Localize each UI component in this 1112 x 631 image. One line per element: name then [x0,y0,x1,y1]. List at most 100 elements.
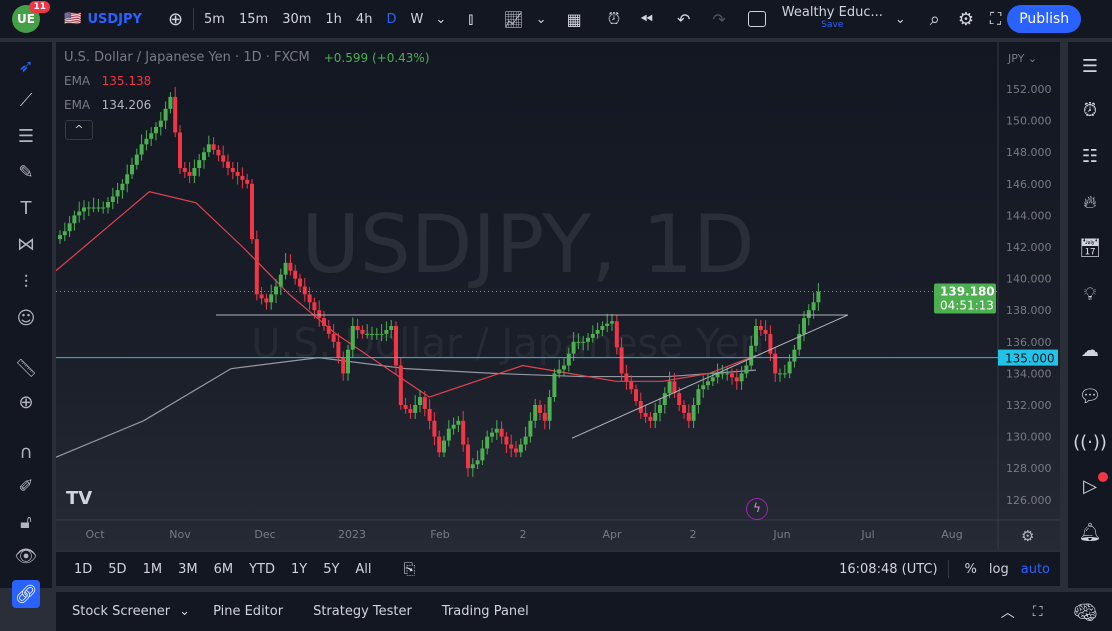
interval-D[interactable]: D [386,11,397,27]
ema-slow-legend[interactable]: EMA 134.206 [64,98,151,112]
percent-toggle[interactable]: % [964,561,977,577]
layout-grid-icon[interactable]: ▦ [566,9,582,29]
log-toggle[interactable]: log [988,561,1009,577]
collapse-panel-icon[interactable]: ︿ [1000,604,1015,621]
chart-pane[interactable]: USDJPY, 1D U.S. Dollar / Japanese Yen 152.… [55,42,1060,550]
forecast-icon[interactable]: ⫶ [23,271,29,293]
chevron-down-icon[interactable]: ⌄ [435,11,447,27]
candles-icon[interactable]: ⫾ [468,9,474,28]
layout-menu[interactable]: Wealthy Educ... Save [782,6,883,31]
eye-icon[interactable]: 👁︎ [14,545,38,567]
range-1D[interactable]: 1D [74,561,93,577]
time-tick: Apr [602,528,622,541]
horizontal-lines-icon[interactable]: ☰ [17,125,35,147]
interval-1h[interactable]: 1h [325,11,342,27]
chevron-down-icon[interactable]: ⌄ [179,604,191,619]
ema-fast-legend[interactable]: EMA 135.138 [64,74,151,88]
tab-stock-screener[interactable]: Stock Screener [72,604,171,619]
search-icon[interactable]: ⌕ [929,8,940,30]
cloud-icon[interactable]: ☁ [1081,339,1099,361]
collapse-legend-button[interactable]: ^ [65,120,93,140]
hotlist-icon[interactable]: 🔥︎ [1083,191,1097,213]
chart-svg[interactable]: USDJPY, 1DU.S. Dollar / Japanese Yen152.… [55,42,1060,550]
interval-W[interactable]: W [410,11,424,27]
text-icon[interactable]: T [20,197,32,219]
candle-body [202,152,206,161]
trend-line-icon[interactable]: ⟋ [19,89,33,111]
interval-5m[interactable]: 5m [204,11,225,27]
range-1M[interactable]: 1M [142,561,163,577]
pattern-icon[interactable]: ⋈ [17,233,35,255]
range-1Y[interactable]: 1Y [290,561,308,577]
streams-icon[interactable]: ((·)) [1073,431,1107,453]
clock[interactable]: 16:08:48 (UTC) [839,561,938,577]
add-symbol-icon[interactable]: ⊕ [167,8,184,30]
lock-drawing-icon[interactable]: ✐ [18,475,34,497]
range-3M[interactable]: 3M [178,561,198,577]
candle-body [682,405,686,413]
chevron-down-icon[interactable]: ⌄ [894,11,906,27]
indicators-icon[interactable]: 📈︎ [503,9,524,29]
maximize-panel-icon[interactable]: ⛶ [1032,603,1043,620]
chat-icon[interactable]: 💬︎ [1078,385,1102,407]
candle-body [374,333,379,335]
redo-icon[interactable]: ↷ [712,9,726,29]
gear-icon[interactable]: ⚙ [957,8,975,30]
ideas-icon[interactable]: 💡︎ [1083,283,1097,305]
candle-body [778,373,782,375]
candle-body [77,211,82,216]
chevron-down-icon[interactable]: ⌄ [535,11,547,27]
alert-icon[interactable]: ⏰︎ [607,9,621,28]
fullscreen-square-icon[interactable] [747,11,766,27]
candle-body [792,349,797,362]
candle-body [365,333,370,335]
brush-icon[interactable]: ✎ [18,161,34,183]
tab-strategy-tester[interactable]: Strategy Tester [313,604,412,619]
candle-body [782,373,787,375]
notifications-bell-icon[interactable]: 🔔︎ [1078,521,1102,543]
replay-icon[interactable]: ⏪︎ [640,9,653,28]
tab-pine-editor[interactable]: Pine Editor [213,604,284,619]
user-avatar[interactable]: UE 11 [12,1,50,33]
interval-15m[interactable]: 15m [238,11,269,27]
magnet-icon[interactable]: ∩ [19,441,33,463]
candle-body [91,207,96,209]
watchlist-icon[interactable]: ☰ [1081,55,1099,77]
interval-4h[interactable]: 4h [355,11,373,27]
cursor-icon[interactable]: ➶ [18,55,34,77]
tab-trading-panel[interactable]: Trading Panel [441,604,529,619]
candle-body [326,326,331,334]
calendar-icon[interactable]: 📅︎ [1078,237,1102,259]
auto-toggle[interactable]: auto [1020,561,1050,577]
candle-body [163,108,168,121]
link-icon[interactable]: 🔗︎ [12,580,40,608]
lightning-icon[interactable]: ϟ [746,498,768,520]
live-icon[interactable]: ▷ [1076,472,1108,500]
publish-button[interactable]: Publish [1007,5,1082,33]
brain-icon[interactable]: 🧠︎ [1072,599,1098,624]
add-list-icon[interactable]: ☷ [1081,145,1099,167]
candle-body [634,389,638,402]
alarm-clock-icon[interactable]: ⏰︎ [1082,99,1098,121]
chart-settings-icon[interactable]: ⚙ [1021,527,1035,545]
range-6M[interactable]: 6M [213,561,234,577]
save-link[interactable]: Save [821,20,844,30]
range-All[interactable]: All [355,561,372,577]
range-5D[interactable]: 5D [108,561,127,577]
zoom-in-icon[interactable]: ⊕ [18,391,34,413]
range-5Y[interactable]: 5Y [323,561,340,577]
candle-body [149,133,154,139]
range-YTD[interactable]: YTD [249,561,275,577]
emoji-icon[interactable]: ☺ [16,307,36,329]
date-range-icon[interactable]: ⎘ [403,560,416,578]
fullscreen-icon[interactable]: ⛶ [990,9,1002,28]
candle-body [322,318,326,326]
candle-body [168,96,173,109]
undo-icon[interactable]: ↶ [676,9,691,29]
ruler-icon[interactable]: 📏︎ [14,357,38,379]
symbol-search[interactable]: USDJPY [87,11,142,27]
interval-30m[interactable]: 30m [282,11,312,27]
lock-icon[interactable]: 🔓︎ [20,511,32,533]
candle-body [461,420,466,445]
currency-selector[interactable]: JPY ⌄ [1008,52,1038,65]
